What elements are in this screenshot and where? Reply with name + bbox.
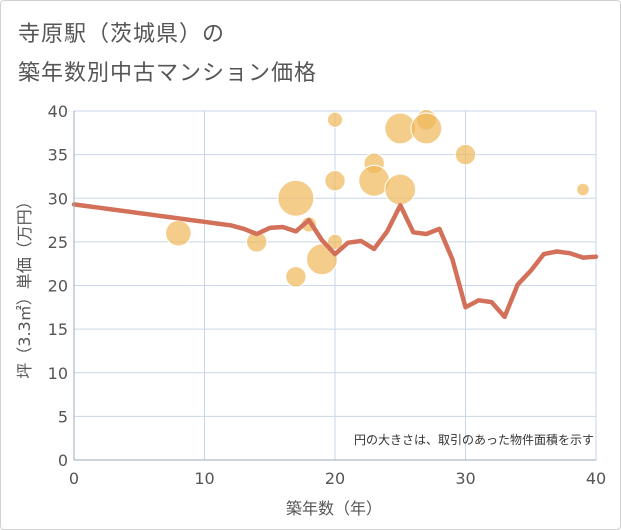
- chart-title-line-2: 築年数別中古マンション価格: [18, 61, 318, 86]
- bubble-point: [165, 219, 192, 247]
- bubble-point: [576, 182, 590, 197]
- x-tick-label: 40: [586, 469, 606, 488]
- y-tick-label: 30: [48, 189, 68, 208]
- size-legend-note: 円の大きさは、取引のあった物件面積を示す: [354, 432, 594, 447]
- chart-title-line-1: 寺原駅（茨城県）の: [18, 22, 226, 47]
- y-tick-label: 20: [48, 277, 68, 296]
- axes: 0 10 20 30 40 0 5 10 15 20 25 30 35 40: [48, 102, 607, 488]
- y-tick-label: 35: [48, 146, 68, 165]
- bubble-point: [410, 112, 443, 145]
- bubble-series: [165, 109, 590, 288]
- y-tick-label: 25: [48, 233, 68, 252]
- bubble-point: [324, 170, 346, 192]
- x-tick-label: 20: [325, 469, 345, 488]
- y-axis-title: 坪（3.3㎡）単価（万円）: [15, 193, 34, 378]
- y-tick-label: 10: [48, 364, 68, 383]
- bubble-point: [326, 111, 344, 128]
- bubble-point: [277, 179, 315, 217]
- x-tick-label: 0: [69, 469, 79, 488]
- y-tick-label: 40: [48, 102, 68, 121]
- price-line: [71, 202, 599, 320]
- price-line-series: [71, 202, 599, 320]
- x-tick-label: 10: [194, 469, 214, 488]
- y-tick-label: 0: [58, 451, 68, 470]
- y-tick-label: 5: [58, 407, 68, 426]
- bubble-point: [285, 266, 307, 288]
- x-axis-title: 築年数（年）: [286, 499, 382, 518]
- bubble-point: [326, 233, 344, 250]
- y-tick-label: 15: [48, 320, 68, 339]
- x-tick-label: 30: [455, 469, 475, 488]
- bubble-point: [454, 143, 477, 166]
- bubble-point: [384, 173, 417, 206]
